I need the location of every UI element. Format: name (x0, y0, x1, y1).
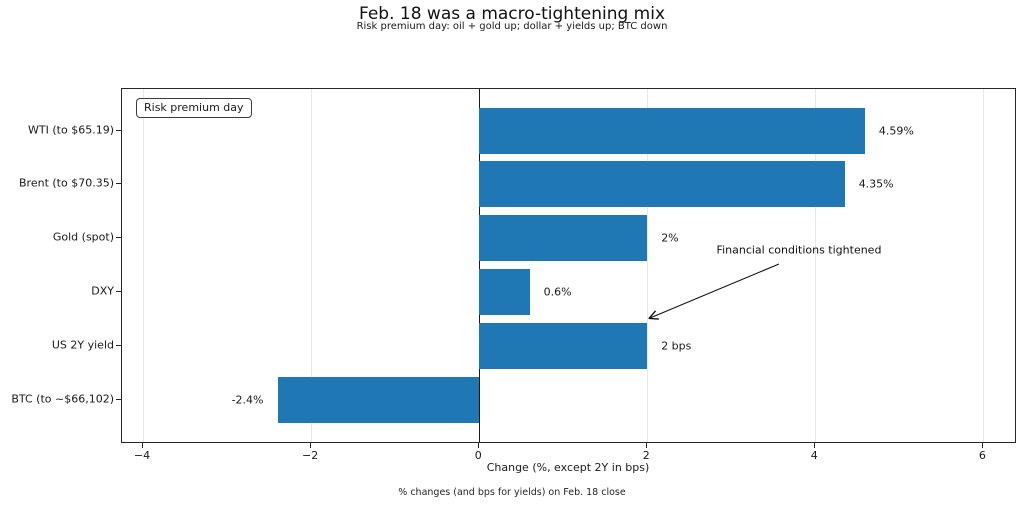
gridline (815, 89, 817, 442)
gridline (983, 89, 985, 442)
x-tick-mark (814, 443, 816, 448)
x-tick-label: 4 (810, 449, 818, 462)
x-tick-mark (142, 443, 143, 448)
y-axis-label-gold-spot: Gold (spot) (52, 230, 114, 244)
y-axis-label-dxy: DXY (91, 284, 114, 298)
x-tick-label: −2 (301, 449, 319, 462)
gridline (143, 89, 144, 442)
y-axis-label-wti-to-65-19: WTI (to $65.19) (28, 123, 114, 136)
x-tick-mark (310, 443, 312, 448)
chart-title: Feb. 18 was a macro-tightening mix (358, 4, 666, 24)
bar-brent-to-70-35 (479, 161, 845, 208)
bar-us-2y-yield (479, 322, 648, 369)
bar-value-label: 4.59% (878, 124, 914, 137)
annotation-label: Financial conditions tightened (716, 243, 882, 257)
gridline (311, 89, 313, 442)
y-tick-mark (116, 290, 121, 292)
y-tick-mark (116, 398, 121, 400)
bar-dxy (479, 268, 530, 315)
y-axis-label-btc-to-66-102: BTC (to ~$66,102) (11, 392, 114, 405)
x-tick-mark (982, 443, 984, 448)
y-tick-mark (116, 344, 121, 346)
gridline (647, 89, 649, 442)
y-tick-mark (116, 237, 121, 239)
y-axis-label-brent-to-70-35: Brent (to $70.35) (19, 176, 114, 190)
bar-value-label: 2 bps (661, 339, 692, 353)
x-tick-label: 2 (642, 449, 650, 462)
y-tick-mark (116, 183, 121, 185)
x-tick-mark (478, 443, 480, 448)
x-tick-mark (646, 443, 648, 448)
zero-line (479, 89, 481, 442)
bar-value-label: 2% (661, 231, 679, 245)
bar-gold-spot (479, 215, 648, 262)
bar-btc-to-66-102 (277, 376, 480, 423)
bar-wti-to-65-19 (479, 107, 865, 154)
bar-value-label: 4.35% (858, 177, 894, 191)
chart-subtitle: Risk premium day: oil + gold up; dollar … (356, 21, 668, 32)
x-axis-label: Change (%, except 2Y in bps) (486, 461, 650, 474)
legend-risk-premium-day: Risk premium day (136, 98, 252, 118)
plot-area: Risk premium day Financial conditions ti… (121, 88, 1016, 443)
bar-value-label: -2.4% (231, 393, 264, 406)
x-tick-label: 6 (978, 449, 986, 462)
x-tick-label: 0 (474, 449, 482, 462)
y-tick-mark (116, 129, 121, 131)
bar-value-label: 0.6% (543, 285, 572, 299)
x-tick-label: −4 (133, 449, 151, 462)
y-axis-label-us-2y-yield: US 2Y yield (51, 338, 114, 352)
footnote: % changes (and bps for yields) on Feb. 1… (398, 487, 626, 498)
